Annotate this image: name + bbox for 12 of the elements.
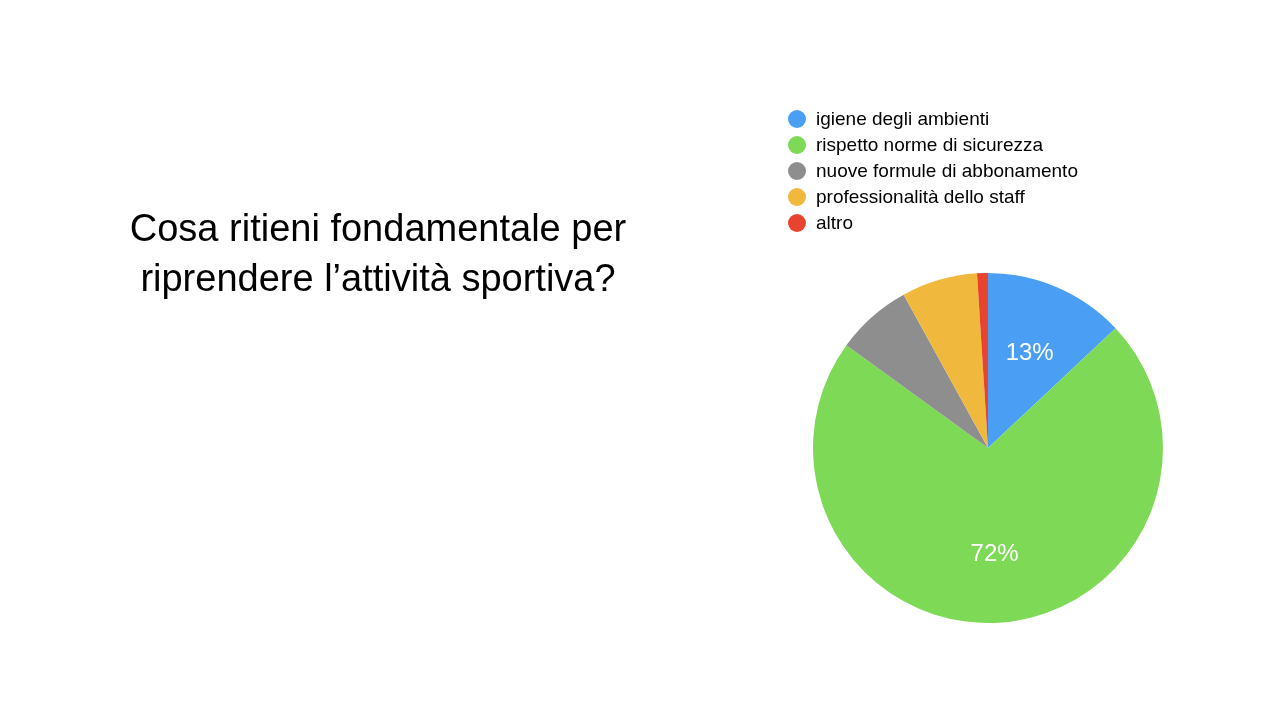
legend-label: nuove formule di abbonamento: [816, 160, 1078, 182]
text: Cosa ritieni fondamentale per riprendere l’attività sportiva?: [128, 206, 628, 301]
pie-slice: [846, 294, 988, 448]
legend-label: rispetto norme di sicurezza: [816, 134, 1044, 156]
pie-slice: [813, 328, 1163, 623]
pie-slice: [903, 273, 988, 448]
pie-slice: [988, 273, 1116, 448]
legend-label: igiene degli ambienti: [816, 108, 990, 130]
legend-label: professionalità dello staff: [816, 186, 1025, 208]
legend-label: altro: [816, 212, 853, 234]
data-label: 72%: [970, 539, 1019, 567]
data-label: 13%: [1005, 338, 1054, 366]
